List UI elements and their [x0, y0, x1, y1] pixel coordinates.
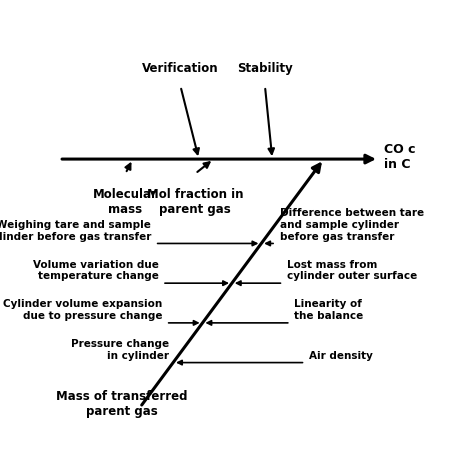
Text: Molecular
mass: Molecular mass [93, 188, 158, 216]
Text: Cylinder volume expansion
due to pressure change: Cylinder volume expansion due to pressur… [3, 300, 162, 321]
Text: Pressure change
in cylinder: Pressure change in cylinder [71, 339, 169, 361]
Text: Stability: Stability [237, 62, 293, 75]
Text: Mol fraction in
parent gas: Mol fraction in parent gas [147, 188, 244, 216]
Text: CO c
in C: CO c in C [384, 143, 416, 171]
Text: Verification: Verification [142, 62, 219, 75]
Text: Air density: Air density [309, 351, 373, 361]
Text: Lost mass from
cylinder outer surface: Lost mass from cylinder outer surface [287, 260, 417, 282]
Text: Volume variation due
temperature change: Volume variation due temperature change [33, 260, 158, 282]
Text: Linearity of
the balance: Linearity of the balance [294, 300, 364, 321]
Text: Mass of transferred
parent gas: Mass of transferred parent gas [56, 390, 187, 418]
Text: Weighing tare and sample
cylinder before gas transfer: Weighing tare and sample cylinder before… [0, 220, 151, 242]
Text: Difference between tare
and sample cylinder
before gas transfer: Difference between tare and sample cylin… [280, 209, 424, 242]
